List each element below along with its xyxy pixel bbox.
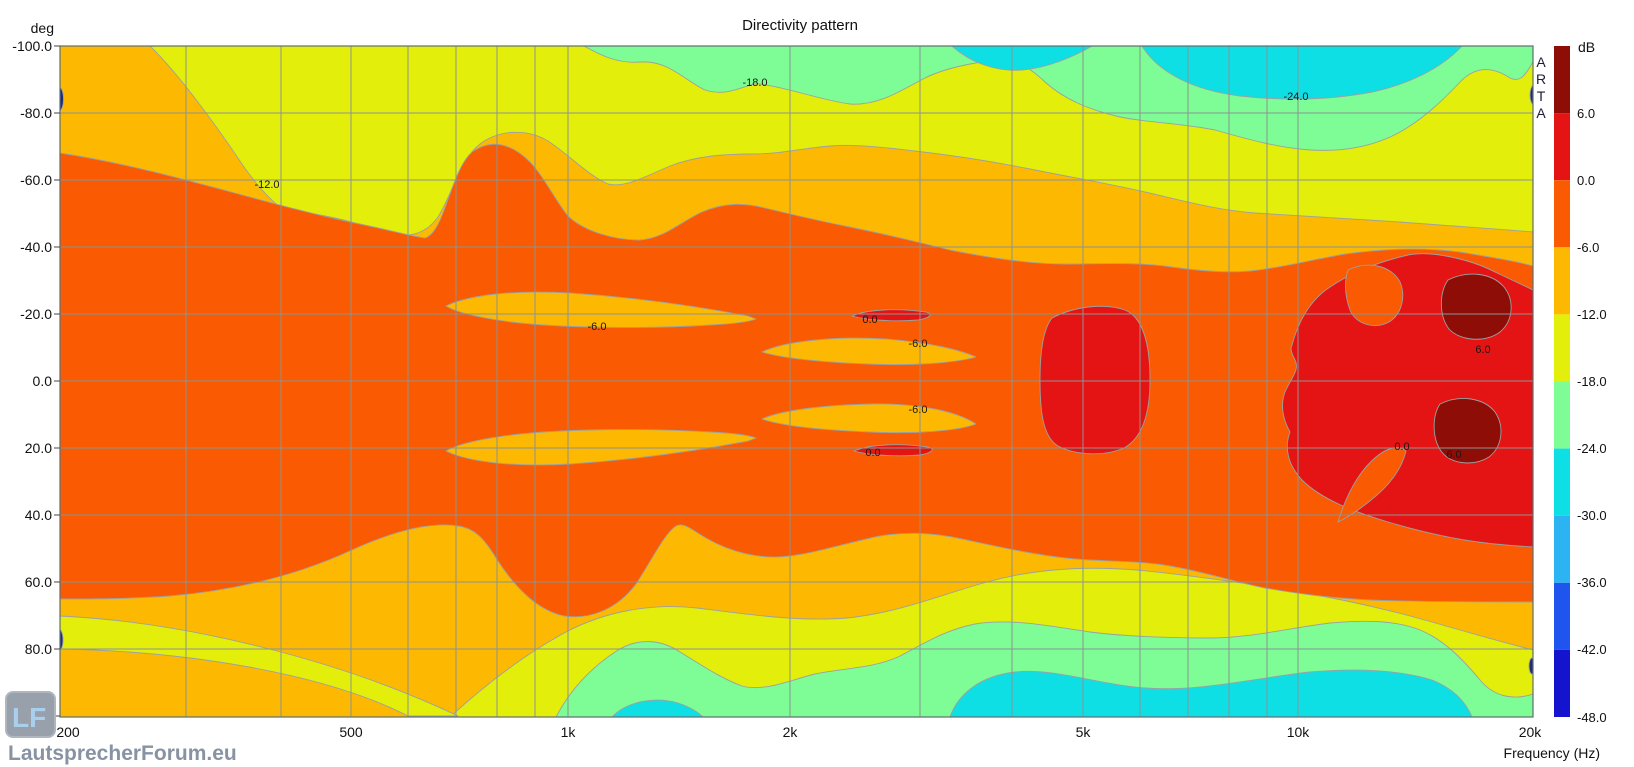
y-tick-label: 0.0 [33,373,53,389]
y-tick-label: -100.0 [12,38,52,54]
x-tick-label: 2k [783,724,799,740]
arta-letter: A [1536,54,1546,70]
contour-label: 0.0 [1394,441,1409,453]
colorbar: dB 6.0 0.0 -6.0 -12.0 -18.0 -24.0 -30.0 … [1554,39,1607,725]
x-tick-label: 20k [1519,724,1543,740]
contour-region-orange-tongue-upper [445,291,757,328]
contour-label: -24.0 [1283,91,1308,103]
arta-branding: A R T A [1536,54,1546,121]
contour-region-red-sliver-lower [853,444,933,457]
colorbar-segment [1554,314,1570,382]
colorbar-tick-label: -12.0 [1577,307,1607,322]
x-tick-label: 200 [56,724,80,740]
contour-region-yellow-slash-bottom-left [60,615,459,717]
colorbar-tick-label: -48.0 [1577,710,1607,725]
contour-label: -6.0 [909,404,928,416]
contour-region-navy-pocket-left-bottom [60,628,64,652]
colorbar-segment [1554,582,1570,650]
contour-region-navy-pocket-right-top [1529,84,1533,106]
contour-label: -6.0 [909,338,928,350]
contour-label: 0.0 [862,314,877,326]
y-gridlines [60,112,1533,650]
y-axis: -100.0 -80.0 -60.0 -40.0 -20.0 0.0 20.0 … [12,38,52,724]
contour-region-cyan-bottom-large [949,669,1473,717]
contour-region-orange-lens-lower [761,403,977,434]
colorbar-segment [1554,649,1570,717]
colorbar-segment [1554,515,1570,583]
contour-region-darkred-upper [1440,273,1512,340]
y-tick-label: -20.0 [20,306,52,322]
contour-label: 6.0 [1475,344,1490,356]
contour-region-red-onaxis-blob [1039,305,1151,455]
x-tick-label: 5k [1076,724,1092,740]
colorbar-tick-label: 0.0 [1577,173,1595,188]
colorbar-segment [1554,247,1570,315]
contour-label: 0.0 [865,447,880,459]
colorbar-segment [1554,448,1570,516]
y-tick-label: 80.0 [25,641,52,657]
contour-region-orange-lens-upper [761,337,977,366]
contour-region-navy-pocket-right-bottom [1528,657,1533,675]
colorbar-tick-label: -42.0 [1577,642,1607,657]
y-tick-label: 40.0 [25,507,52,523]
arta-letter: R [1536,71,1546,87]
colorbar-tick-label: -36.0 [1577,575,1607,590]
y-tick-label: -80.0 [20,105,52,121]
y-tick-label: 20.0 [25,440,52,456]
watermark: LF LautsprecherForum.eu [5,691,237,765]
y-tick-label: -40.0 [20,239,52,255]
x-tick-label: 500 [339,724,363,740]
x-axis: 200 500 1k 2k 5k 10k 20k Frequency (Hz) [56,724,1600,761]
contour-label: -6.0 [588,321,607,333]
colorbar-tick-label: -18.0 [1577,374,1607,389]
y-tick-label: -60.0 [20,172,52,188]
x-axis-title: Frequency (Hz) [1504,745,1600,761]
contour-label: 6.0 [1446,449,1461,461]
colorbar-tick-label: 6.0 [1577,106,1595,121]
watermark-logo-letters: LF [12,702,46,733]
colorbar-unit-label: dB [1578,39,1595,55]
arta-letter: T [1537,88,1546,104]
contour-region-darkred-lower [1433,398,1502,464]
colorbar-segment [1554,46,1570,114]
contour-label: -18.0 [742,77,767,89]
chart-title: Directivity pattern [742,17,858,34]
contour-region-orangered-intrusion-lower [1337,447,1407,523]
colorbar-tick-label: -30.0 [1577,508,1607,523]
x-tick-label: 10k [1287,724,1311,740]
colorbar-segment [1554,113,1570,181]
colorbar-tick-label: -24.0 [1577,441,1607,456]
contour-region-cyan-bottom-small [611,699,704,717]
contour-region-orange-tongue-lower [445,429,757,466]
y-axis-ticks [54,45,60,717]
x-tick-label: 1k [561,724,577,740]
contour-region-orangered-intrusion-upper [1345,264,1404,326]
watermark-logo [5,691,56,738]
watermark-site-name: LautsprecherForum.eu [8,742,237,765]
contour-region-red-sliver-upper [851,309,931,322]
y-tick-label: 60.0 [25,574,52,590]
contour-region-cyan-top-small [951,46,1093,71]
y-axis-unit-label: deg [31,20,54,36]
colorbar-segment [1554,180,1570,248]
contour-label: -12.0 [254,179,279,191]
contour-region-cyan-top-large [1141,46,1463,100]
arta-letter: A [1536,105,1546,121]
contour-region-navy-pocket-left-top [60,86,64,112]
contour-plot-area: -18.0 -24.0 -12.0 -6.0 0.0 -6.0 -6.0 0.0… [60,46,1533,717]
colorbar-segment [1554,381,1570,449]
colorbar-tick-label: -6.0 [1577,240,1599,255]
